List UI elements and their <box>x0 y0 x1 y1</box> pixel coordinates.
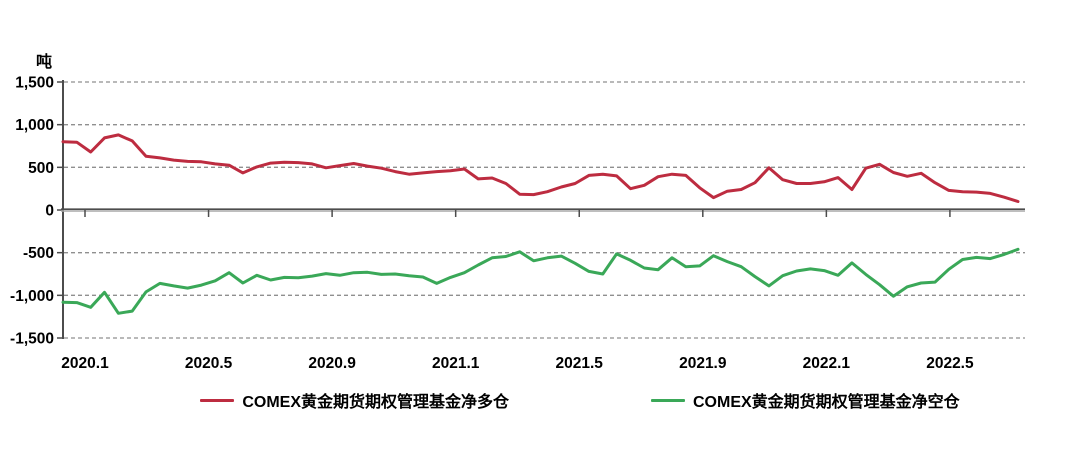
line-chart: 1,500 1,000 500 0 -500 -1,000 -1,500 2020.1 2020… <box>10 75 1025 372</box>
x-tick-label: 2021.1 <box>432 355 480 372</box>
legend: COMEX黄金期货期权管理基金净多仓 COMEX黄金期货期权管理基金净空仓 <box>40 388 1080 412</box>
y-tick-label: 0 <box>45 203 54 220</box>
y-tick-label: -500 <box>23 245 54 262</box>
y-tick-label: -1,000 <box>10 288 54 305</box>
y-tick-label: 1,000 <box>15 117 54 134</box>
x-tick-label: 2021.9 <box>679 355 727 372</box>
net-short-line-swatch <box>651 398 685 402</box>
unit-label: 吨 <box>36 54 53 71</box>
x-tick-label: 2021.5 <box>556 355 604 372</box>
x-tick-label: 2020.5 <box>185 355 233 372</box>
y-tick-label: -1,500 <box>10 331 54 348</box>
y-tick-label: 1,500 <box>15 75 54 92</box>
net-short-line <box>61 247 1020 315</box>
net-short-legend-label: COMEX黄金期货期权管理基金净空仓 <box>693 394 960 411</box>
x-tick-label: 2020.9 <box>308 355 356 372</box>
y-tick-label: 500 <box>28 160 54 177</box>
net-long-line <box>61 133 1020 203</box>
x-tick-label: 2020.1 <box>61 355 109 372</box>
legend-item-net-short: COMEX黄金期货期权管理基金净空仓 <box>651 388 960 412</box>
net-long-legend-label: COMEX黄金期货期权管理基金净多仓 <box>242 394 509 411</box>
net-long-line-swatch <box>200 398 235 402</box>
legend-item-net-long: COMEX黄金期货期权管理基金净多仓 <box>200 388 509 412</box>
x-tick-label: 2022.1 <box>803 355 851 372</box>
x-tick-label: 2022.5 <box>926 355 974 372</box>
